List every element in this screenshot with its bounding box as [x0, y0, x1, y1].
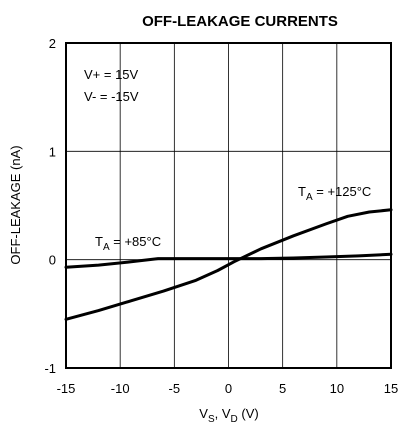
- x-tick-label: -10: [111, 381, 130, 396]
- series-line-85c: [64, 252, 393, 269]
- x-tick-label: 15: [384, 381, 398, 396]
- y-tick-label: 1: [49, 144, 56, 159]
- series-line-125c: [64, 208, 393, 321]
- series-label-85c: TA = +85°C: [95, 234, 161, 253]
- x-tick-label: -5: [169, 381, 181, 396]
- x-tick-label: 0: [225, 381, 232, 396]
- chart-title: OFF-LEAKAGE CURRENTS: [142, 13, 338, 30]
- grid: [66, 43, 391, 368]
- supply-pos-annotation: V+ = 15V: [84, 67, 139, 82]
- y-tick-label: -1: [44, 361, 56, 376]
- y-axis-ticks: -1 0 1 2: [44, 36, 56, 376]
- x-tick-label: 10: [330, 381, 344, 396]
- y-tick-label: 2: [49, 36, 56, 51]
- series-label-125c: TA = +125°C: [298, 184, 371, 203]
- supply-neg-annotation: V- = -15V: [84, 89, 139, 104]
- x-tick-label: 5: [279, 381, 286, 396]
- x-axis-ticks: -15 -10 -5 0 5 10 15: [57, 381, 398, 396]
- x-tick-label: -15: [57, 381, 76, 396]
- x-axis-label: VS, VD (V): [199, 406, 258, 425]
- y-axis-label: OFF-LEAKAGE (nA): [8, 145, 23, 264]
- series-lines: [64, 208, 393, 321]
- y-tick-label: 0: [49, 253, 56, 268]
